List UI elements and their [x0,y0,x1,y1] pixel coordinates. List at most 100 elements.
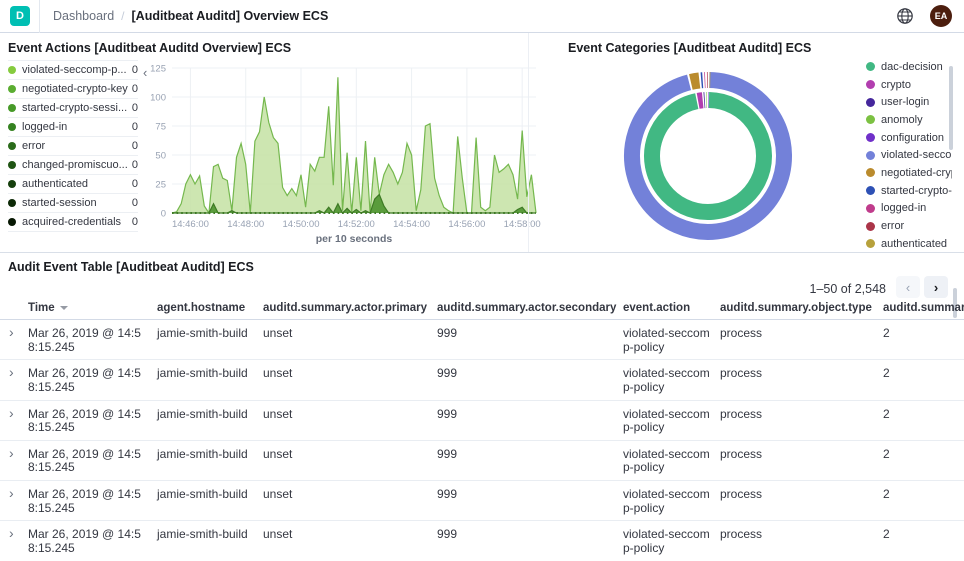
event-categories-legend: dac-decision crypto user-login anomoly confi… [866,58,952,253]
panel-divider-horizontal [0,252,964,253]
panel-divider-vertical [528,33,529,252]
cell-summary: 2 [883,366,890,381]
cell-summary: 2 [883,487,890,502]
table-row: › Mar 26, 2019 @ 14:58:15.245 jamie-smith-… [0,360,964,401]
legend-item[interactable]: logged-in [866,200,952,218]
cell-object-type: process [720,366,763,381]
y-axis-tick-label: 75 [155,122,166,133]
legend-item[interactable]: changed-promiscuo... 0 [8,156,138,175]
table-scrollbar[interactable] [953,288,957,318]
pagination-range-label: 1–50 of 2,548 [809,282,886,296]
event-categories-donut-chart[interactable] [620,68,796,244]
y-axis-tick-label: 0 [161,209,166,220]
breadcrumb-dashboard[interactable]: Dashboard [53,9,115,23]
cell-time: Mar 26, 2019 @ 14:58:15.245 [28,366,141,394]
legend-item-label: logged-in [881,202,927,215]
legend-scrollbar[interactable] [949,66,953,150]
cell-event-action: violated-seccomp-policy [623,326,710,354]
legend-item-value: 0 [131,64,138,76]
legend-item-label: user-login [881,96,930,109]
cell-actor-primary: unset [263,446,293,461]
legend-item[interactable]: violated-seccomp... [866,146,952,164]
legend-item[interactable]: authenticated 0 [8,175,138,194]
cell-actor-primary: unset [263,527,293,542]
legend-item-label: dac-decision [881,60,943,73]
legend-item[interactable]: user-login [866,93,952,111]
cell-agent-hostname: jamie-smith-build [157,527,248,542]
row-expand-icon[interactable]: › [9,324,14,340]
legend-color-dot [866,115,875,125]
legend-item[interactable]: logged-in 0 [8,118,138,137]
y-axis-tick-label: 25 [155,180,166,191]
column-header-event-action[interactable]: event.action [623,302,720,314]
legend-item-value: 0 [131,216,138,228]
legend-item-label: authenticated [881,237,948,250]
legend-item[interactable]: started-session 0 [8,194,138,213]
legend-item[interactable]: negotiated-crypto-key 0 [8,80,138,99]
legend-item[interactable]: negotiated-crypto... [866,164,952,182]
column-header-auditd-summary[interactable]: auditd.summary [883,302,964,314]
legend-item[interactable]: configuration [866,129,952,147]
legend-item[interactable]: error [866,217,952,235]
legend-color-dot [8,199,16,207]
legend-item[interactable]: authenticated [866,235,952,253]
y-axis-tick-label: 50 [155,151,166,162]
legend-item[interactable]: started-crypto-se... [866,182,952,200]
cell-actor-secondary: 999 [437,487,458,502]
cell-agent-hostname: jamie-smith-build [157,326,248,340]
globe-icon[interactable] [896,7,914,25]
legend-item[interactable]: acquired-credentials 0 [8,213,138,232]
row-expand-icon[interactable]: › [9,364,14,381]
legend-item[interactable]: anomoly [866,111,952,129]
legend-item[interactable]: error 0 [8,137,138,156]
column-header-label: Time [28,302,55,314]
cell-actor-secondary: 999 [437,527,458,542]
legend-item-value: 0 [131,140,138,152]
row-expand-icon[interactable]: › [9,485,14,502]
cell-event-action: violated-seccomp-policy [623,446,710,475]
pagination-prev-button[interactable]: ‹ [896,276,920,298]
row-expand-icon[interactable]: › [9,404,14,421]
row-expand-icon[interactable]: › [9,525,14,542]
legend-color-dot [866,97,875,107]
legend-color-dot [866,133,875,143]
audit-table-panel-title: Audit Event Table [Auditbeat Auditd] ECS [8,260,254,274]
legend-color-dot [866,239,875,249]
user-avatar[interactable]: EA [930,5,952,27]
cell-summary: 2 [883,446,890,461]
legend-item-label: started-crypto-sessi... [22,102,128,114]
donut-slice-dac-decision [644,92,773,220]
event-actions-area-chart[interactable]: 0 25 50 75 100 125 14:46:00 14:48:00 14:50:00 14:… [146,60,544,252]
page-title: [Auditbeat Auditd] Overview ECS [131,9,329,23]
column-header-label: auditd.summary.actor.secondary [437,302,617,314]
row-expand-icon[interactable]: › [9,444,14,461]
cell-event-action: violated-seccomp-policy [623,487,710,515]
legend-color-dot [8,104,16,112]
column-header-label: auditd.summary [883,302,964,314]
column-header-auditd-summary-actor-primary[interactable]: auditd.summary.actor.primary [263,302,437,314]
legend-item[interactable]: dac-decision [866,58,952,76]
x-axis-tick-label: 14:46:00 [172,219,209,230]
legend-item[interactable]: crypto [866,76,952,94]
legend-item-label: negotiated-crypto-key [22,83,128,95]
cell-actor-secondary: 999 [437,446,458,461]
column-header-auditd-summary-actor-secondary[interactable]: auditd.summary.actor.secondary [437,302,623,314]
column-header-time[interactable]: Time [28,302,157,314]
x-axis-tick-label: 14:50:00 [283,219,320,230]
topbar-divider [39,0,40,33]
column-header-agent-hostname[interactable]: agent.hostname [157,302,263,314]
legend-collapse-icon[interactable]: ‹ [143,65,148,80]
pagination-next-button[interactable]: › [924,276,948,298]
legend-item[interactable]: violated-seccomp-p... 0 [8,61,138,80]
cell-actor-secondary: 999 [437,406,458,421]
column-header-auditd-summary-object-type[interactable]: auditd.summary.object.type [720,302,883,314]
table-row: › Mar 26, 2019 @ 14:58:15.245 jamie-smith-… [0,441,964,482]
table-body: › Mar 26, 2019 @ 14:58:15.245 jamie-smith-… [0,320,964,561]
legend-color-dot [866,150,875,160]
deployment-logo[interactable]: D [10,6,30,26]
legend-item-label: violated-seccomp... [881,149,952,162]
legend-color-dot [8,218,16,226]
x-axis-tick-label: 14:48:00 [227,219,264,230]
legend-item[interactable]: started-crypto-sessi... 0 [8,99,138,118]
legend-item-value: 0 [131,159,138,171]
